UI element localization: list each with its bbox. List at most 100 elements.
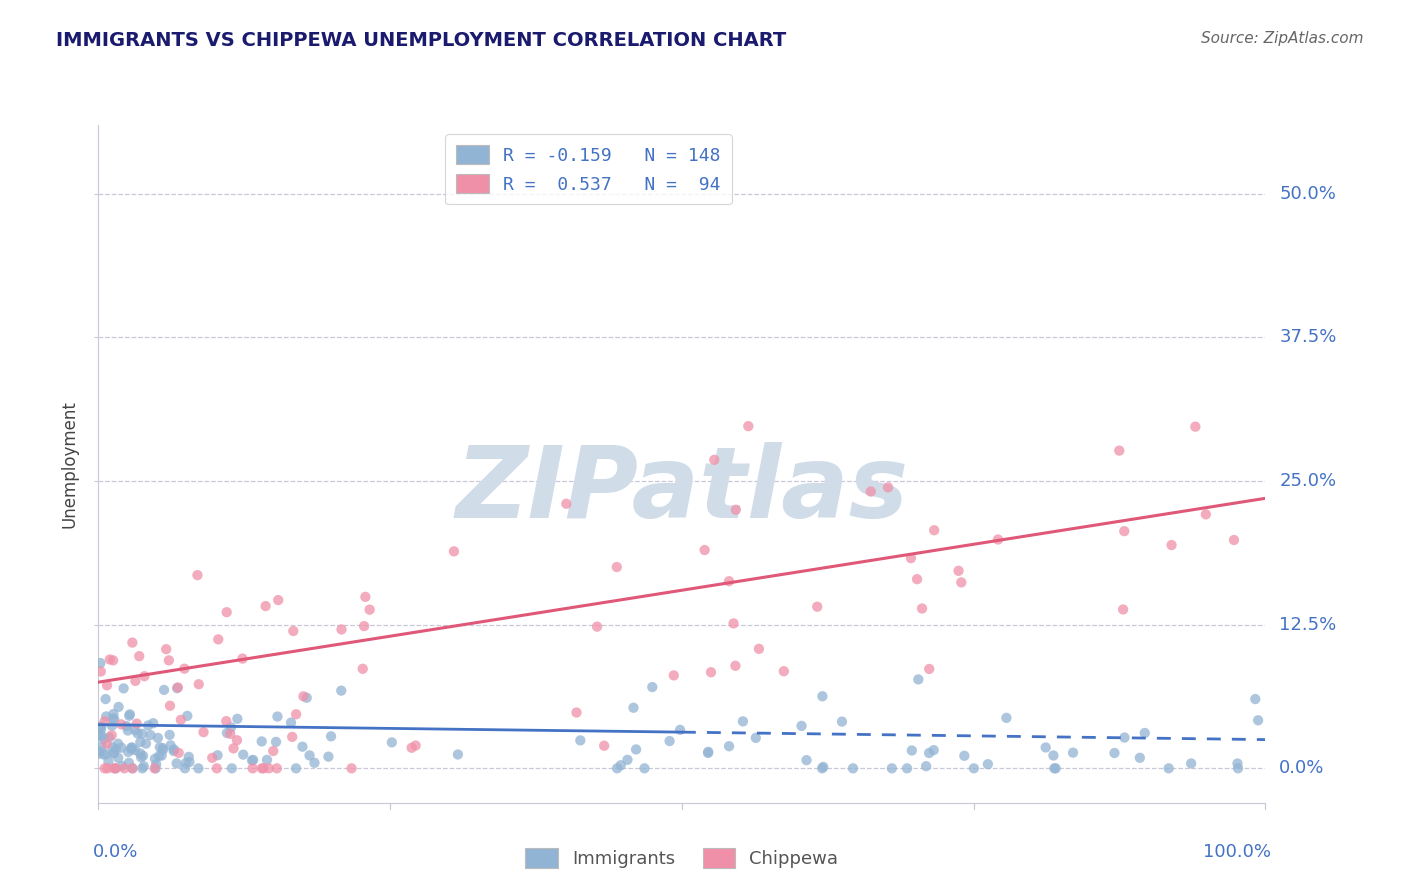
Point xyxy=(606,761,628,775)
Point xyxy=(911,601,934,615)
Point xyxy=(250,734,273,748)
Point xyxy=(950,575,973,590)
Point xyxy=(723,616,745,631)
Point xyxy=(104,742,127,756)
Point xyxy=(187,761,209,775)
Point xyxy=(159,739,181,753)
Point xyxy=(1043,761,1066,775)
Y-axis label: Unemployment: Unemployment xyxy=(60,400,79,528)
Point xyxy=(915,759,938,773)
Point xyxy=(624,742,647,756)
Point xyxy=(173,662,195,676)
Point xyxy=(131,727,153,741)
Point xyxy=(124,723,146,737)
Point xyxy=(1114,731,1136,745)
Point xyxy=(120,742,142,756)
Point xyxy=(266,709,288,723)
Point xyxy=(110,740,132,755)
Point xyxy=(112,761,135,775)
Point xyxy=(121,761,143,775)
Point xyxy=(242,761,264,775)
Point xyxy=(115,719,138,733)
Point xyxy=(153,682,176,697)
Point xyxy=(641,680,664,694)
Point xyxy=(96,709,118,723)
Point xyxy=(87,747,110,761)
Point xyxy=(132,759,155,773)
Point xyxy=(98,652,121,666)
Point xyxy=(703,453,725,467)
Point xyxy=(1112,602,1135,616)
Point xyxy=(110,717,132,731)
Point xyxy=(93,714,115,729)
Point xyxy=(242,753,264,767)
Point xyxy=(1108,443,1130,458)
Point xyxy=(96,737,118,751)
Point xyxy=(152,743,174,757)
Point xyxy=(748,641,770,656)
Point xyxy=(901,743,924,757)
Point xyxy=(318,749,340,764)
Point xyxy=(132,748,155,763)
Point xyxy=(201,751,224,765)
Point xyxy=(103,706,125,721)
Point xyxy=(120,740,142,755)
Point xyxy=(693,543,716,558)
Point xyxy=(896,761,918,775)
Text: 0.0%: 0.0% xyxy=(93,844,138,862)
Point xyxy=(586,619,609,633)
Point xyxy=(135,737,157,751)
Point xyxy=(401,740,423,755)
Point xyxy=(193,725,215,739)
Point xyxy=(89,721,111,735)
Point xyxy=(121,740,143,755)
Point xyxy=(295,690,318,705)
Point xyxy=(90,723,112,737)
Text: 12.5%: 12.5% xyxy=(1279,615,1337,633)
Point xyxy=(215,714,238,728)
Point xyxy=(330,623,353,637)
Point xyxy=(87,729,110,743)
Point xyxy=(907,673,929,687)
Point xyxy=(353,619,375,633)
Point xyxy=(697,746,720,760)
Point xyxy=(340,761,363,775)
Point xyxy=(127,726,149,740)
Point xyxy=(155,642,177,657)
Point xyxy=(918,662,941,676)
Point xyxy=(174,761,197,775)
Point xyxy=(177,749,200,764)
Point xyxy=(174,756,197,770)
Point xyxy=(226,712,249,726)
Point xyxy=(93,747,115,762)
Text: 25.0%: 25.0% xyxy=(1279,472,1337,490)
Point xyxy=(145,761,167,775)
Point xyxy=(97,761,120,775)
Point xyxy=(405,739,427,753)
Point xyxy=(267,593,290,607)
Point xyxy=(131,761,153,775)
Point xyxy=(1247,713,1270,727)
Point xyxy=(118,708,141,723)
Point xyxy=(129,735,152,749)
Point xyxy=(97,755,120,769)
Point xyxy=(179,755,201,769)
Point xyxy=(606,560,628,574)
Point xyxy=(633,761,655,775)
Point xyxy=(166,681,188,695)
Point xyxy=(905,572,928,586)
Point xyxy=(205,761,228,775)
Point xyxy=(264,735,287,749)
Point xyxy=(811,690,834,704)
Point xyxy=(207,632,229,647)
Point xyxy=(121,635,143,649)
Point xyxy=(616,753,638,767)
Point xyxy=(555,497,578,511)
Point xyxy=(100,728,122,742)
Point xyxy=(90,665,112,679)
Point xyxy=(283,624,305,638)
Point xyxy=(90,739,112,754)
Point xyxy=(806,599,828,614)
Point xyxy=(124,673,146,688)
Point xyxy=(963,761,986,775)
